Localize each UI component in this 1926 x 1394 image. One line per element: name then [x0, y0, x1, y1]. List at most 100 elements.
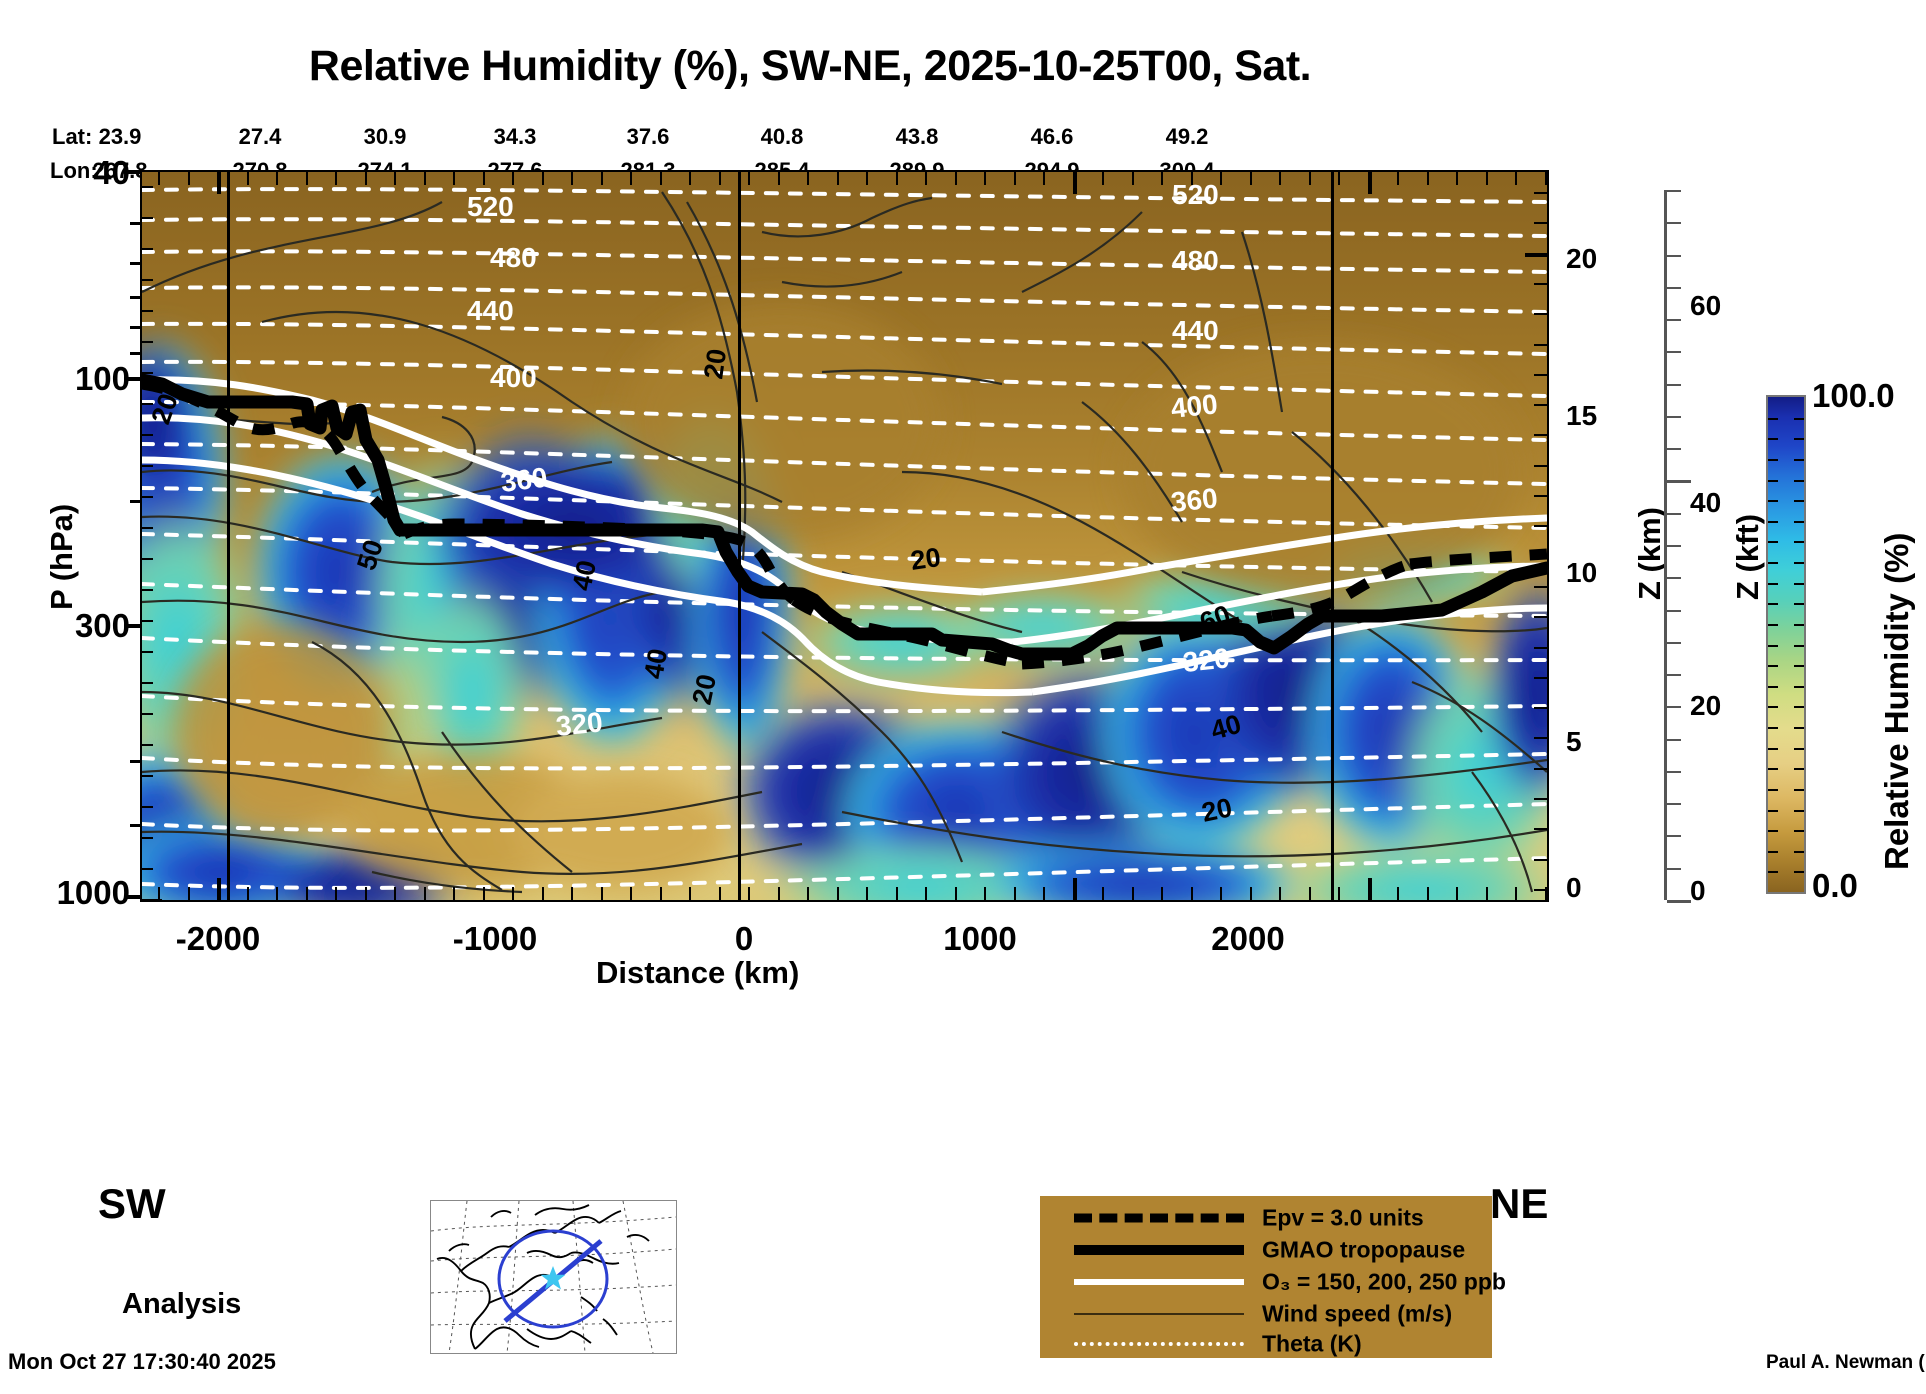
p-axis-minor-tick: [142, 372, 153, 374]
z-km-minor-tick: [1534, 889, 1547, 891]
x-axis-minor-tick: [424, 887, 426, 900]
ne-endpoint-label: NE: [1490, 1180, 1549, 1227]
x-axis-top-minor-tick: [365, 172, 367, 185]
location-inset-map[interactable]: [430, 1200, 677, 1354]
z-kft-minor-tick: [1667, 351, 1681, 354]
x-axis-title: Distance (km): [596, 955, 800, 990]
svg-text:480: 480: [1172, 245, 1219, 276]
x-axis-minor-tick: [1043, 887, 1045, 900]
z-kft-minor-tick: [1667, 319, 1681, 322]
z-km-minor-tick: [1534, 222, 1547, 224]
cross-section-plot[interactable]: 520 480 440 400 360 320 520 480 440 400 …: [140, 170, 1549, 902]
x-axis-minor-tick: [896, 887, 898, 900]
z-km-major-tick: [1525, 253, 1547, 257]
svg-text:40: 40: [567, 558, 603, 594]
lon-row-label: Lon:: [50, 158, 98, 183]
x-axis-minor-tick: [1545, 887, 1547, 900]
x-axis-minor-tick: [1397, 887, 1399, 900]
colorbar-tick: [1794, 830, 1804, 833]
y-axis-minor-tick: [130, 296, 142, 299]
y-axis-tick: [124, 170, 142, 174]
reference-line: [738, 172, 741, 900]
x-axis-minor-tick: [1220, 887, 1222, 900]
x-axis-top-minor-tick: [984, 172, 986, 185]
colorbar-tick: [1794, 788, 1804, 791]
colorbar-tick: [1768, 665, 1778, 668]
z-kft-minor-tick: [1667, 415, 1681, 418]
p-axis-minor-tick: [142, 775, 153, 777]
colorbar-tick: [1794, 458, 1804, 461]
z-kft-tick-60: 60: [1690, 290, 1722, 321]
sw-endpoint-label: SW: [98, 1180, 166, 1227]
x-axis-top-minor-tick: [1397, 172, 1399, 185]
x-axis-major-tick: [1368, 878, 1372, 900]
z-kft-minor-tick: [1667, 803, 1681, 806]
z-km-minor-tick: [1534, 647, 1547, 649]
reference-line: [227, 172, 230, 900]
lat-value: 23.9: [98, 124, 142, 149]
colorbar-tick: [1794, 747, 1804, 750]
x-axis-minor-tick: [719, 887, 721, 900]
x-axis-minor-tick: [1279, 887, 1281, 900]
p-axis-minor-tick: [142, 403, 153, 405]
gmao-tropopause: [142, 373, 1547, 661]
z-km-axis-title: Z (km): [1632, 507, 1667, 600]
wind-legend-swatch: [1074, 1313, 1244, 1315]
x-axis-minor-tick: [306, 887, 308, 900]
colorbar-tick: [1768, 644, 1778, 647]
y-axis-title: P (hPa): [44, 503, 79, 610]
x-axis-minor-tick: [158, 887, 160, 900]
x-axis-minor-tick: [1014, 887, 1016, 900]
colorbar-tick: [1794, 644, 1804, 647]
x-axis-top-minor-tick: [630, 172, 632, 185]
y-axis-tick: [124, 624, 142, 628]
x-axis-minor-tick: [1427, 887, 1429, 900]
lat-value: 37.6: [626, 124, 670, 149]
z-kft-minor-tick: [1667, 383, 1681, 386]
colorbar-tick: [1768, 603, 1778, 606]
z-km-minor-tick: [1534, 495, 1547, 497]
colorbar-tick: [1794, 582, 1804, 585]
theta-contour-labels-left: 520 480 440 400 360 320: [467, 191, 604, 742]
ozone-legend-swatch: [1074, 1279, 1244, 1285]
x-axis-top-minor-tick: [1309, 172, 1311, 185]
epv-legend-swatch: [1074, 1213, 1244, 1223]
x-axis-top-minor-tick: [1220, 172, 1222, 185]
p-axis-minor-tick: [142, 620, 153, 622]
colorbar-tick: [1794, 871, 1804, 874]
colorbar-tick: [1794, 623, 1804, 626]
lat-value: 27.4: [238, 124, 282, 149]
x-axis-minor-tick: [660, 887, 662, 900]
z-km-minor-tick: [1534, 556, 1547, 558]
lat-value: 49.2: [1165, 124, 1209, 149]
theta-legend-swatch: [1074, 1342, 1244, 1346]
legend-row: O₃ = 150, 200, 250 ppb: [1040, 1266, 1506, 1298]
x-axis-top-minor-tick: [1132, 172, 1134, 185]
x-axis-minor-tick: [837, 887, 839, 900]
lat-value: 40.8: [760, 124, 804, 149]
x-axis-top-minor-tick: [1014, 172, 1016, 185]
y-axis-minor-tick: [130, 222, 142, 225]
colorbar-tick: [1794, 706, 1804, 709]
x-axis-major-tick: [217, 878, 221, 900]
x-axis-minor-tick: [512, 887, 514, 900]
colorbar-tick: [1794, 685, 1804, 688]
x-tick-1000: 1000: [943, 920, 1017, 957]
p-axis-minor-tick: [142, 465, 153, 467]
legend-label: Theta (K): [1262, 1330, 1362, 1357]
x-axis-minor-tick: [1191, 887, 1193, 900]
x-axis-top-minor-tick: [335, 172, 337, 185]
p-axis-minor-tick: [142, 279, 153, 281]
p-axis-minor-tick: [142, 496, 153, 498]
legend-label: O₃ = 150, 200, 250 ppb: [1262, 1268, 1506, 1295]
x-axis-minor-tick: [984, 887, 986, 900]
p-axis-minor-tick: [142, 651, 153, 653]
p-axis-minor-tick: [142, 806, 153, 808]
x-axis-top-minor-tick: [306, 172, 308, 185]
x-axis-top-minor-tick: [1545, 172, 1547, 185]
y-axis-minor-tick: [130, 760, 142, 763]
colorbar-tick: [1768, 520, 1778, 523]
z-km-tick-10: 10: [1566, 557, 1598, 588]
p-axis-minor-tick: [142, 217, 153, 219]
z-kft-minor-tick: [1667, 835, 1681, 838]
